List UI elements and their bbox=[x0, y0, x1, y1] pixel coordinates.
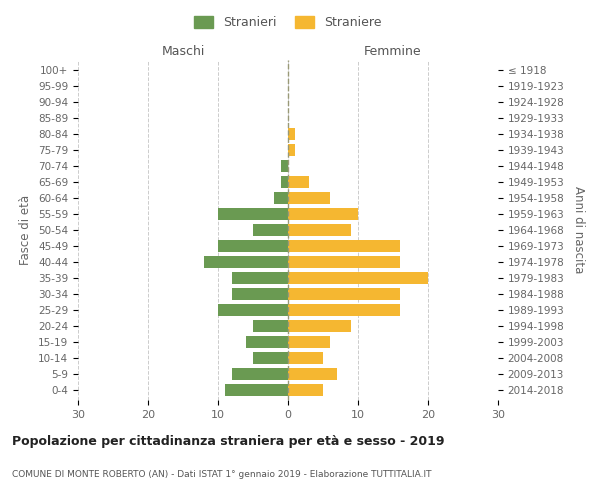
Bar bbox=[288, 352, 323, 364]
Bar bbox=[246, 336, 288, 348]
Bar bbox=[232, 368, 288, 380]
Bar bbox=[288, 384, 323, 396]
Bar bbox=[232, 288, 288, 300]
Bar bbox=[225, 384, 288, 396]
Bar bbox=[274, 192, 288, 204]
Y-axis label: Anni di nascita: Anni di nascita bbox=[572, 186, 586, 274]
Bar bbox=[288, 320, 351, 332]
Bar bbox=[288, 128, 295, 140]
Bar bbox=[204, 256, 288, 268]
Text: COMUNE DI MONTE ROBERTO (AN) - Dati ISTAT 1° gennaio 2019 - Elaborazione TUTTITA: COMUNE DI MONTE ROBERTO (AN) - Dati ISTA… bbox=[12, 470, 431, 479]
Bar bbox=[288, 208, 358, 220]
Bar bbox=[218, 240, 288, 252]
Bar bbox=[218, 208, 288, 220]
Bar bbox=[253, 224, 288, 236]
Bar bbox=[288, 224, 351, 236]
Text: Femmine: Femmine bbox=[364, 44, 422, 58]
Legend: Stranieri, Straniere: Stranieri, Straniere bbox=[190, 11, 386, 34]
Bar bbox=[281, 176, 288, 188]
Bar bbox=[288, 336, 330, 348]
Text: Popolazione per cittadinanza straniera per età e sesso - 2019: Popolazione per cittadinanza straniera p… bbox=[12, 435, 445, 448]
Bar bbox=[232, 272, 288, 284]
Bar bbox=[288, 368, 337, 380]
Bar bbox=[288, 256, 400, 268]
Bar bbox=[288, 272, 428, 284]
Bar bbox=[288, 240, 400, 252]
Bar bbox=[288, 288, 400, 300]
Bar bbox=[288, 144, 295, 156]
Bar bbox=[281, 160, 288, 172]
Y-axis label: Fasce di età: Fasce di età bbox=[19, 195, 32, 265]
Bar bbox=[288, 304, 400, 316]
Bar bbox=[253, 320, 288, 332]
Text: Maschi: Maschi bbox=[161, 44, 205, 58]
Bar bbox=[288, 176, 309, 188]
Bar bbox=[288, 192, 330, 204]
Bar bbox=[253, 352, 288, 364]
Bar bbox=[218, 304, 288, 316]
